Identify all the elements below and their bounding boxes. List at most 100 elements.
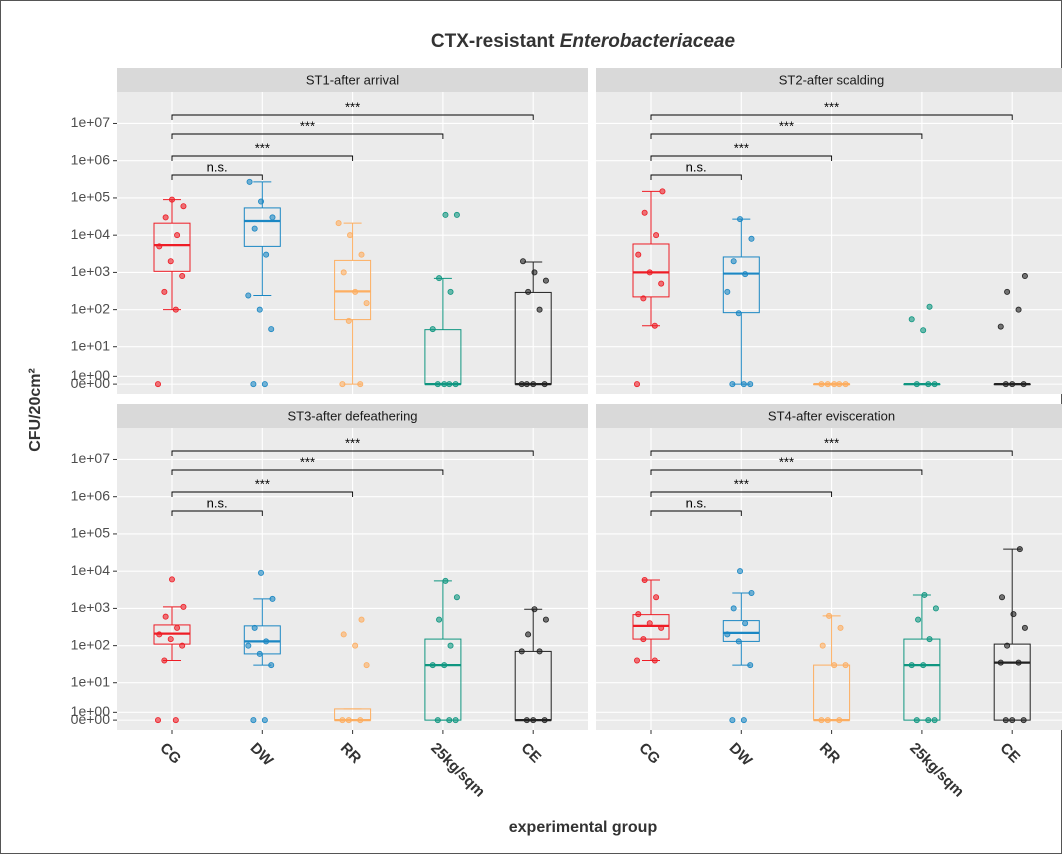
data-point bbox=[340, 631, 347, 638]
box bbox=[243, 207, 281, 247]
data-point bbox=[179, 273, 186, 280]
data-point bbox=[434, 717, 441, 724]
data-point bbox=[520, 258, 527, 265]
data-point bbox=[730, 605, 737, 612]
data-point bbox=[154, 381, 161, 388]
comparison-label: n.s. bbox=[686, 495, 707, 510]
strip-title: ST4-after evisceration bbox=[768, 408, 895, 423]
strip bbox=[596, 68, 1062, 92]
data-point bbox=[651, 322, 658, 329]
comparison-bracket bbox=[171, 133, 444, 139]
x-axis-label: experimental group bbox=[509, 819, 658, 836]
data-point bbox=[174, 232, 181, 239]
data-point bbox=[268, 662, 275, 669]
data-point bbox=[436, 275, 443, 282]
box bbox=[424, 638, 462, 721]
data-point bbox=[836, 381, 843, 388]
panel bbox=[596, 92, 1062, 394]
data-point bbox=[542, 616, 549, 623]
data-point bbox=[640, 295, 647, 302]
data-point bbox=[742, 271, 749, 278]
data-point bbox=[172, 717, 179, 724]
comparison-bracket bbox=[650, 155, 833, 161]
data-point bbox=[837, 624, 844, 631]
data-point bbox=[446, 381, 453, 388]
data-point bbox=[818, 381, 825, 388]
title-part: CTX-resistant bbox=[431, 31, 555, 52]
data-point bbox=[926, 303, 933, 310]
comparison-bracket bbox=[171, 510, 263, 516]
data-point bbox=[174, 624, 181, 631]
comparison-label: n.s. bbox=[686, 159, 707, 174]
data-point bbox=[536, 306, 543, 313]
strip-title: ST3-after defeathering bbox=[287, 408, 417, 423]
data-point bbox=[167, 258, 174, 265]
data-point bbox=[1016, 546, 1023, 553]
comparison-bracket bbox=[171, 174, 263, 180]
strip-title: ST1-after arrival bbox=[306, 72, 399, 87]
data-point bbox=[651, 657, 658, 664]
data-point bbox=[748, 589, 755, 596]
data-point bbox=[658, 280, 665, 287]
data-point bbox=[251, 225, 258, 232]
comparison-label: *** bbox=[255, 140, 270, 155]
data-point bbox=[634, 657, 641, 664]
data-point bbox=[161, 657, 168, 664]
data-point bbox=[261, 381, 268, 388]
data-point bbox=[442, 577, 449, 584]
data-point bbox=[641, 209, 648, 216]
data-point bbox=[436, 616, 443, 623]
data-point bbox=[180, 603, 187, 610]
y-tick-label: 1e+07 bbox=[71, 114, 111, 130]
data-point bbox=[525, 288, 532, 295]
y-tick-label: 1e+05 bbox=[71, 525, 111, 541]
data-point bbox=[167, 636, 174, 643]
data-point bbox=[335, 220, 342, 227]
comparison-label: *** bbox=[779, 118, 794, 133]
y-tick-label: 1e+02 bbox=[71, 636, 111, 652]
data-point bbox=[819, 642, 826, 649]
data-point bbox=[536, 648, 543, 655]
data-point bbox=[168, 196, 175, 203]
comparison-bracket bbox=[650, 114, 1013, 120]
data-point bbox=[154, 717, 161, 724]
data-point bbox=[531, 606, 538, 613]
comparison-bracket bbox=[650, 450, 1013, 456]
data-point bbox=[523, 717, 530, 724]
data-point bbox=[1009, 381, 1016, 388]
data-point bbox=[256, 306, 263, 313]
data-point bbox=[269, 595, 276, 602]
data-point bbox=[635, 611, 642, 618]
data-point bbox=[261, 717, 268, 724]
data-point bbox=[737, 216, 744, 223]
comparison-bracket bbox=[650, 491, 833, 497]
data-point bbox=[256, 650, 263, 657]
data-point bbox=[1015, 659, 1022, 666]
data-point bbox=[363, 662, 370, 669]
comparison-bracket bbox=[650, 174, 742, 180]
data-point bbox=[172, 306, 179, 313]
data-point bbox=[429, 326, 436, 333]
data-point bbox=[429, 662, 436, 669]
data-point bbox=[925, 717, 932, 724]
box bbox=[153, 222, 191, 272]
box bbox=[903, 638, 941, 721]
data-point bbox=[1015, 306, 1022, 313]
data-point bbox=[1009, 717, 1016, 724]
data-point bbox=[737, 568, 744, 575]
data-point bbox=[1002, 717, 1009, 724]
comparison-bracket bbox=[171, 469, 444, 475]
title-part: Enterobacteriaceae bbox=[560, 31, 736, 52]
data-point bbox=[340, 269, 347, 276]
data-point bbox=[446, 717, 453, 724]
comparison-bracket bbox=[171, 155, 354, 161]
comparison-label: *** bbox=[734, 476, 749, 491]
data-point bbox=[447, 288, 454, 295]
data-point bbox=[646, 620, 653, 627]
data-point bbox=[156, 243, 163, 250]
data-point bbox=[180, 203, 187, 210]
data-point bbox=[1021, 273, 1028, 280]
data-point bbox=[162, 613, 169, 620]
data-point bbox=[250, 717, 257, 724]
data-point bbox=[518, 648, 525, 655]
